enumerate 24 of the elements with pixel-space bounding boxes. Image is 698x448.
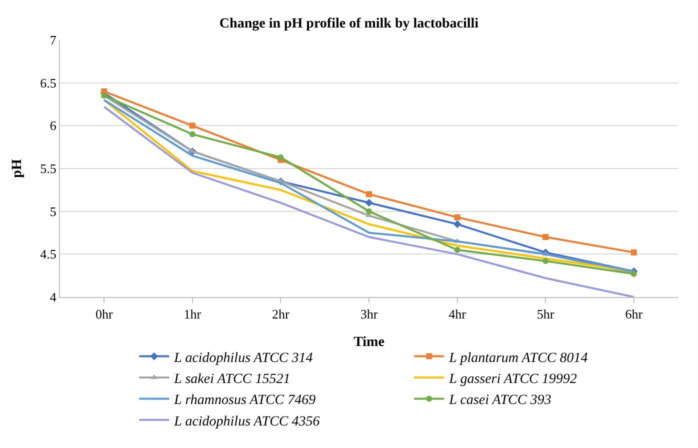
y-tick-label: 4.5 bbox=[40, 246, 56, 262]
y-tick-label: 4 bbox=[50, 290, 57, 305]
y-tick-label: 6 bbox=[50, 118, 57, 134]
y-tick-label: 7 bbox=[50, 32, 57, 48]
x-tick-label: 2hr bbox=[272, 306, 290, 322]
y-axis-title: pH bbox=[10, 159, 25, 178]
x-tick-label: 4hr bbox=[448, 306, 467, 322]
legend-label: L casei ATCC 393 bbox=[448, 393, 552, 408]
y-tick-label: 6.5 bbox=[40, 75, 56, 90]
y-tick-label: 5.5 bbox=[40, 161, 56, 176]
x-tick-label: 0hr bbox=[95, 306, 114, 322]
x-tick-label: 5hr bbox=[536, 306, 555, 322]
x-axis-title: Time bbox=[354, 334, 384, 350]
legend-label: L rhamnosus ATCC 7469 bbox=[173, 393, 316, 408]
y-tick-label: 5 bbox=[50, 204, 56, 219]
legend-label: L sakei ATCC 15521 bbox=[173, 372, 290, 387]
legend-label: L acidophilus ATCC 314 bbox=[173, 350, 313, 366]
legend-label: L plantarum ATCC 8014 bbox=[448, 350, 588, 366]
chart-title: Change in pH profile of milk by lactobacilli bbox=[219, 16, 479, 32]
x-tick-label: 6hr bbox=[625, 306, 644, 322]
legend-label: L gasseri ATCC 19992 bbox=[448, 372, 577, 387]
x-tick-label: 1hr bbox=[184, 306, 202, 322]
legend-label: L acidophilus ATCC 4356 bbox=[173, 414, 320, 430]
x-tick-label: 3hr bbox=[360, 306, 378, 322]
